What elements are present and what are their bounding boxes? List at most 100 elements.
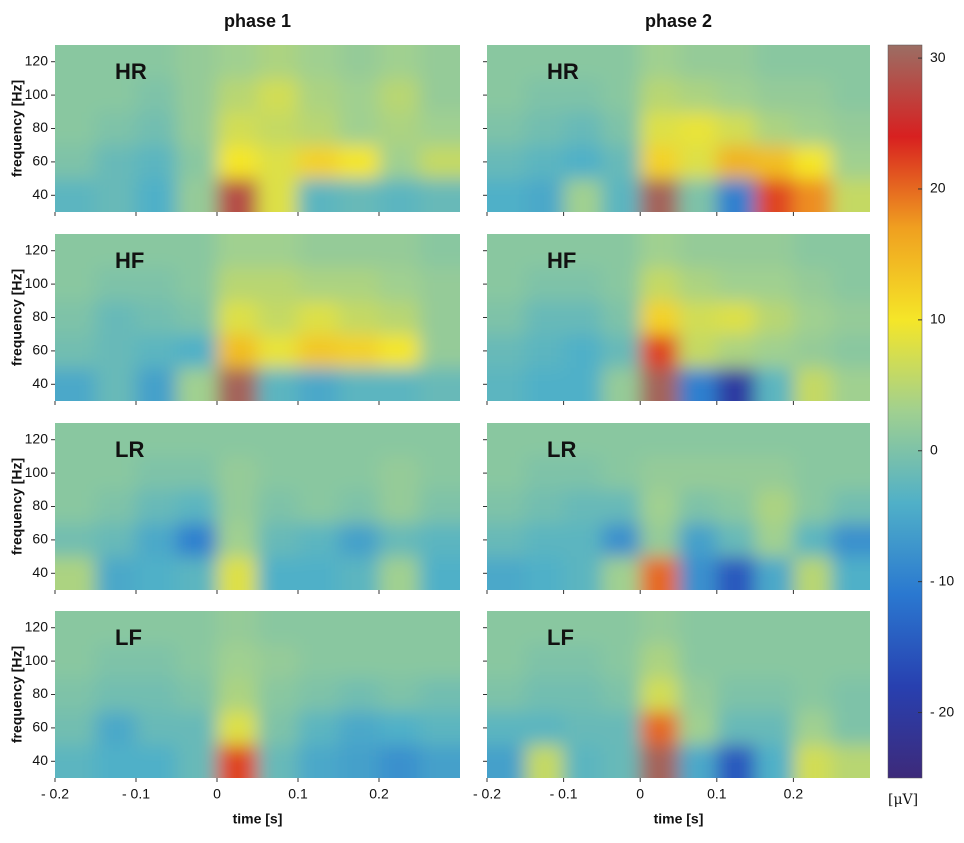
- heatmap-cell: [525, 178, 565, 212]
- heatmap-cell: [755, 711, 794, 746]
- heatmap-cell: [678, 78, 718, 113]
- heatmap-cell: [257, 611, 299, 645]
- heatmap-cell: [298, 300, 339, 335]
- heatmap-cell: [716, 489, 756, 524]
- heatmap-cell: [716, 267, 756, 302]
- heatmap-cell: [95, 45, 137, 79]
- heatmap-cell: [716, 367, 756, 401]
- y-axis-label: frequency [Hz]: [9, 269, 25, 366]
- heatmap-cell: [678, 367, 718, 401]
- heatmap-cell: [55, 423, 96, 457]
- heatmap-cell: [487, 178, 526, 212]
- heatmap-cell: [338, 489, 380, 524]
- heatmap-cell: [640, 234, 679, 268]
- heatmap-cell: [525, 523, 565, 558]
- heatmap-cell: [257, 267, 299, 302]
- heatmap-cell: [678, 644, 718, 679]
- heatmap-cell: [563, 677, 603, 712]
- heatmap-cell: [678, 145, 718, 180]
- heatmap-cell: [640, 744, 679, 778]
- heatmap-cell: [95, 334, 137, 369]
- heatmap-cell: [176, 267, 218, 302]
- heatmap-cell: [487, 111, 526, 146]
- column-title: phase 2: [645, 11, 712, 31]
- heatmap-cell: [487, 677, 526, 712]
- heatmap: [55, 45, 460, 212]
- heatmap-cell: [136, 611, 177, 645]
- heatmap-cell: [338, 78, 380, 113]
- heatmap-cell: [678, 456, 718, 491]
- heatmap-cell: [338, 45, 380, 79]
- heatmap-cell: [831, 611, 870, 645]
- heatmap-cell: [755, 489, 794, 524]
- heatmap-cell: [379, 611, 420, 645]
- x-tick-label: 0.1: [707, 786, 727, 802]
- heatmap-cell: [379, 644, 420, 679]
- heatmap-cell: [95, 111, 137, 146]
- heatmap-cell: [217, 234, 258, 268]
- heatmap-cell: [95, 523, 137, 558]
- heatmap-cell: [793, 556, 833, 590]
- heatmap-cell: [136, 267, 177, 302]
- heatmap-cell: [379, 300, 420, 335]
- heatmap-cell: [793, 611, 833, 645]
- heatmap-cell: [419, 178, 460, 212]
- heatmap-cell: [298, 267, 339, 302]
- heatmap-cell: [136, 423, 177, 457]
- heatmap-cell: [601, 644, 641, 679]
- heatmap-cell: [487, 267, 526, 302]
- heatmap-cell: [338, 367, 380, 401]
- heatmap-cell: [716, 178, 756, 212]
- heatmap-cell: [563, 367, 603, 401]
- y-tick-label: 60: [32, 531, 48, 547]
- y-tick-label: 100: [25, 86, 49, 102]
- colorbar-tick-label: 20: [930, 180, 946, 196]
- y-tick-label: 80: [32, 308, 48, 324]
- heatmap-cell: [831, 145, 870, 180]
- heatmap-cell: [755, 300, 794, 335]
- heatmap-cell: [217, 644, 258, 679]
- heatmap-cell: [338, 711, 380, 746]
- y-tick-label: 40: [32, 375, 48, 391]
- heatmap-cell: [379, 744, 420, 778]
- heatmap-cell: [379, 111, 420, 146]
- heatmap-cell: [563, 744, 603, 778]
- panel-label: HR: [547, 59, 579, 84]
- heatmap-cell: [55, 367, 96, 401]
- heatmap-cell: [95, 556, 137, 590]
- y-tick-label: 40: [32, 186, 48, 202]
- heatmap-cell: [678, 234, 718, 268]
- heatmap-cell: [640, 523, 679, 558]
- heatmap-cell: [419, 423, 460, 457]
- heatmap-cell: [217, 334, 258, 369]
- heatmap-cell: [379, 267, 420, 302]
- heatmap-cell: [419, 744, 460, 778]
- heatmap-cell: [716, 334, 756, 369]
- heatmap-cell: [563, 456, 603, 491]
- heatmap-cell: [136, 489, 177, 524]
- heatmap-cell: [298, 234, 339, 268]
- heatmap-cell: [419, 334, 460, 369]
- heatmap-cell: [217, 300, 258, 335]
- heatmap-cell: [831, 111, 870, 146]
- heatmap-cell: [755, 45, 794, 79]
- heatmap-cell: [716, 611, 756, 645]
- heatmap-cell: [55, 744, 96, 778]
- y-tick-label: 80: [32, 497, 48, 513]
- heatmap-cell: [755, 367, 794, 401]
- heatmap-cell: [563, 711, 603, 746]
- heatmap-cell: [755, 523, 794, 558]
- heatmap-cell: [95, 267, 137, 302]
- heatmap-cell: [257, 677, 299, 712]
- heatmap-cell: [755, 611, 794, 645]
- heatmap: [55, 234, 460, 401]
- heatmap-cell: [136, 711, 177, 746]
- heatmap-cell: [831, 711, 870, 746]
- heatmap-cell: [563, 334, 603, 369]
- heatmap-cell: [338, 456, 380, 491]
- heatmap: [487, 423, 870, 590]
- heatmap: [55, 611, 460, 778]
- heatmap-cell: [831, 267, 870, 302]
- y-tick-label: 60: [32, 342, 48, 358]
- heatmap-cell: [338, 334, 380, 369]
